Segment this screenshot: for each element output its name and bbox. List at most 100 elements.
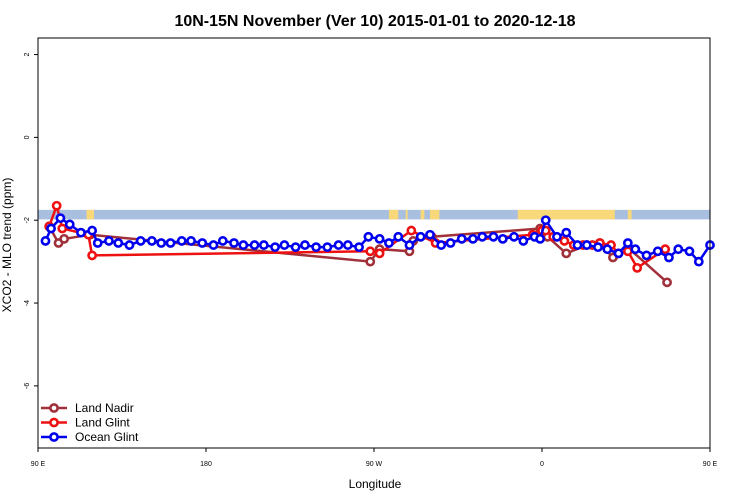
data-point [406,225,417,236]
ocean-band [38,209,710,220]
plot-series [40,200,715,288]
data-point [40,236,51,246]
data-point [660,244,671,255]
data-point [270,242,280,253]
data-point [673,244,684,255]
land-segment [405,209,408,220]
data-point [393,231,404,242]
data-point [165,238,176,248]
data-point [540,215,551,226]
data-point [445,238,456,248]
data-point [662,277,672,288]
data-point [146,236,157,246]
data-point [622,246,633,257]
data-point [581,240,592,250]
data-point [51,200,62,211]
y-axis-title: XCO2 - MLO trend (ppm) [0,178,14,313]
data-point [641,250,652,261]
land-segment [420,209,425,220]
legend-label: Land Nadir [75,401,134,415]
legend-swatch-marker [49,417,59,428]
legend-label: Ocean Glint [75,430,139,444]
legend-item: Land Nadir [41,401,134,415]
data-point [374,248,385,259]
data-point [477,231,488,242]
data-point [436,240,447,250]
data-point [57,223,68,234]
data-point [208,240,219,250]
data-point [46,223,56,234]
data-point [229,238,239,248]
data-point [135,236,146,246]
data-point [374,233,385,244]
data-point [92,238,103,248]
data-point [365,246,376,257]
data-point [622,238,633,248]
x-tick-label: 180 [200,461,212,468]
data-point [535,233,546,244]
data-point [488,231,499,242]
data-point [559,236,570,246]
legend-item: Ocean Glint [41,430,139,444]
data-point [104,236,114,246]
data-point [197,238,208,248]
data-point [561,227,572,238]
legend-swatch-marker [49,403,59,413]
x-tick-label: 0 [540,461,544,468]
data-point [456,233,467,244]
land-segment [430,209,440,220]
legend-swatch-marker [49,432,59,442]
data-point [55,213,66,224]
data-point [518,236,529,246]
data-point [238,240,249,250]
data-point [632,262,643,273]
land-ocean-band [38,209,710,220]
y-axis: 2 0 -2 -4 -6 [24,53,38,389]
data-point [561,248,572,259]
data-point [300,240,310,250]
land-segment [86,209,94,220]
legend-label: Land Glint [75,416,130,430]
data-point [602,244,613,255]
data-point [572,240,583,250]
y-tick-label: -6 [24,383,31,389]
data-point [365,256,376,267]
data-point [333,240,344,250]
data-point [425,229,435,240]
data-point [384,238,394,248]
data-point [290,242,301,253]
land-segment [388,209,399,220]
legend-item: Land Glint [41,416,130,430]
data-point [693,256,704,267]
y-tick-label: -2 [24,217,31,223]
data-point [354,242,364,253]
data-point [113,238,124,248]
data-point [87,225,98,236]
data-point [664,252,674,263]
data-point [186,236,196,246]
data-point [59,233,70,244]
x-tick-label: 90 E [703,461,718,468]
data-point [279,240,290,250]
land-segment [517,209,615,220]
data-point [509,231,519,242]
data-point [76,227,86,238]
data-point [87,250,98,261]
data-point [322,242,333,253]
data-point [630,244,641,255]
data-point [258,240,269,250]
data-point [652,246,663,257]
data-point [311,242,322,253]
data-point [249,240,260,250]
data-point [124,240,135,250]
y-tick-label: 2 [24,53,31,57]
series-ocean-glint [40,213,715,267]
y-tick-label: -4 [24,300,31,306]
x-tick-label: 90 E [31,461,46,468]
x-axis: 90 E 180 90 W 0 90 E [31,448,718,468]
chart-title: 10N-15N November (Ver 10) 2015-01-01 to … [174,13,575,30]
data-point [342,240,353,250]
x-axis-title: Longitude [349,477,402,491]
data-point [64,219,75,230]
